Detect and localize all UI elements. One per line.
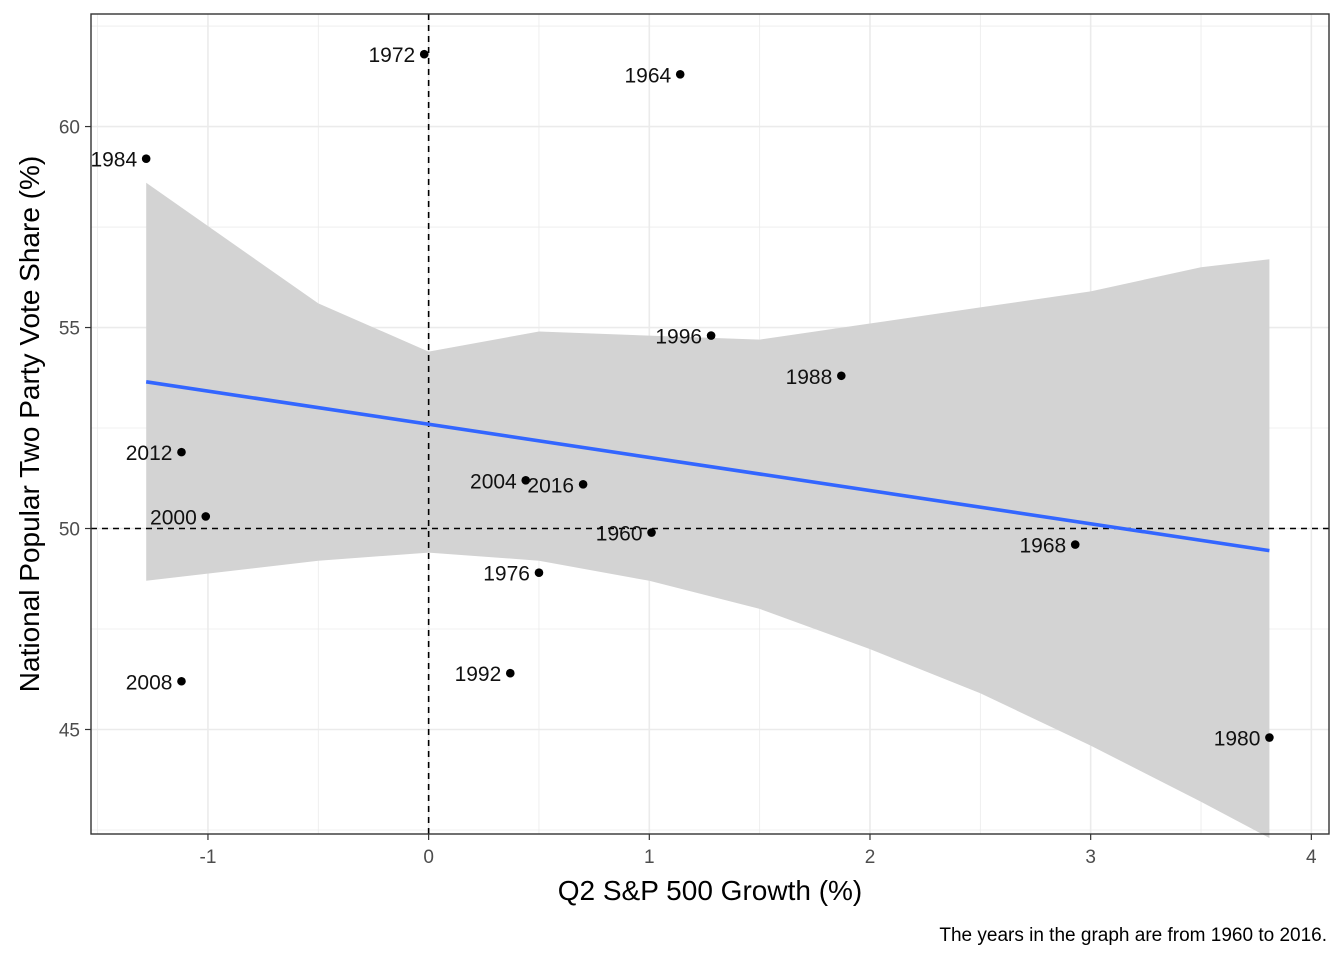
point-label-1996: 1996	[655, 326, 702, 349]
point-1960	[647, 528, 656, 537]
fit-line-layer	[145, 380, 1270, 553]
point-label-1972: 1972	[369, 44, 416, 67]
point-label-1984: 1984	[90, 149, 137, 172]
point-label-2000: 2000	[150, 506, 197, 529]
point-1964	[675, 69, 685, 79]
point-1976	[534, 568, 544, 578]
point-2016	[578, 479, 588, 489]
point-1968	[1070, 540, 1080, 549]
axes-ticks: -1 0 1 2 3 4 45 50 55 60	[59, 118, 1317, 868]
point-label-1968: 1968	[1020, 535, 1067, 558]
x-tick-label: 1	[644, 847, 655, 868]
point-2008	[177, 676, 186, 686]
point-label-1988: 1988	[786, 366, 833, 389]
data-points: 1960 1964 1968 1972 1976 1980 1984 1988 1992 1996…	[90, 44, 1274, 751]
x-tick-label: 3	[1085, 847, 1096, 868]
x-tick-label: -1	[200, 847, 217, 868]
point-1984	[141, 154, 151, 164]
point-label-2004: 2004	[470, 470, 517, 493]
panel-border	[90, 13, 1330, 835]
point-2000	[201, 512, 211, 521]
chart-caption: The years in the graph are from 1960 to …	[939, 925, 1327, 946]
y-tick-label: 60	[59, 118, 80, 139]
confidence-band-layer	[146, 182, 1270, 839]
y-tick-label: 45	[59, 720, 80, 741]
point-label-2008: 2008	[126, 671, 173, 694]
x-tick-label: 0	[423, 847, 434, 868]
point-label-1960: 1960	[596, 523, 643, 546]
point-label-1980: 1980	[1214, 728, 1261, 751]
point-label-1976: 1976	[483, 563, 530, 586]
point-1980	[1265, 733, 1274, 742]
point-label-1992: 1992	[455, 663, 502, 686]
point-2012	[177, 447, 186, 457]
confidence-band	[146, 182, 1270, 839]
point-1992	[505, 668, 515, 678]
point-label-2016: 2016	[527, 474, 574, 497]
y-tick-label: 55	[59, 319, 80, 340]
fit-line	[145, 380, 1270, 553]
point-1996	[706, 331, 716, 340]
x-axis-title: Q2 S&P 500 Growth (%)	[558, 875, 863, 906]
point-label-2012: 2012	[126, 442, 173, 465]
x-tick-label: 2	[865, 847, 876, 868]
point-1972	[419, 49, 429, 59]
point-2004	[521, 475, 531, 485]
point-label-1964: 1964	[624, 64, 671, 87]
y-axis-title: National Popular Two Party Vote Share (%…	[14, 156, 45, 692]
y-tick-label: 50	[59, 520, 80, 541]
point-1988	[837, 371, 846, 381]
x-tick-label: 4	[1306, 847, 1317, 868]
